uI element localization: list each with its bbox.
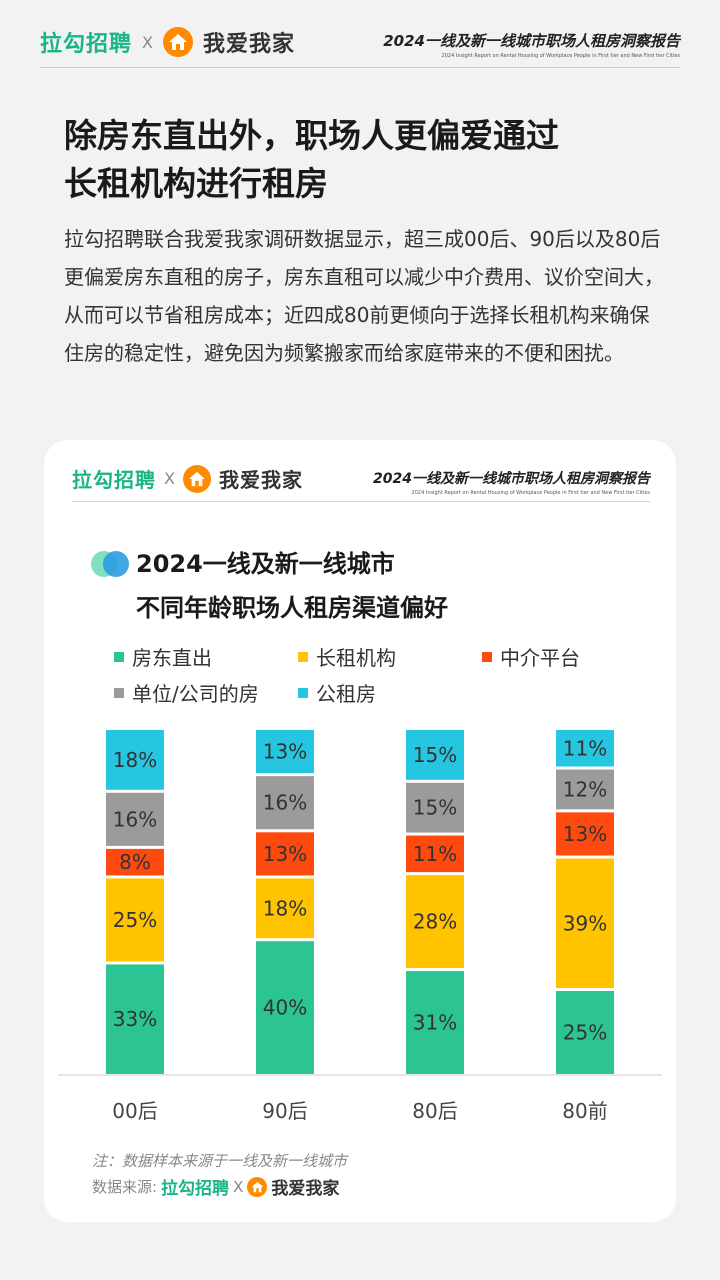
bar-value-label: 8% bbox=[119, 850, 151, 874]
bar-segment bbox=[106, 730, 164, 790]
legend-label: 中介平台 bbox=[500, 646, 580, 670]
legend-label: 公租房 bbox=[316, 682, 376, 706]
chart-note: 注：数据样本来源于一线及新一线城市 bbox=[92, 1152, 348, 1170]
chart-title-line-1: 2024一线及新一线城市 bbox=[136, 550, 395, 578]
bar-segment bbox=[556, 769, 614, 810]
chart-title-line-2: 不同年龄职场人租房渠道偏好 bbox=[136, 594, 448, 622]
brand-logos: 拉勾招聘 X 我爱我家 bbox=[40, 26, 295, 58]
card-report-subtitle: 2024 Insight Report on Rental Housing of… bbox=[411, 490, 650, 496]
bar-value-label: 11% bbox=[563, 736, 607, 760]
bar-value-label: 13% bbox=[563, 822, 607, 846]
data-source-label: 数据来源: bbox=[92, 1178, 158, 1196]
body-paragraph: 拉勾招聘联合我爱我家调研数据显示，超三成00后、90后以及80后更偏爱房东直租的… bbox=[64, 227, 664, 365]
stacked-bar-chart: 33% 25% 8% 16% 18% 00后 40% 18% 13% 16% 13% 90后 31% 28… bbox=[58, 730, 662, 1123]
x-tick-label: 80后 bbox=[412, 1099, 457, 1123]
brand-separator: X bbox=[142, 32, 153, 52]
legend-swatch bbox=[114, 651, 124, 662]
bar-value-label: 33% bbox=[113, 1007, 157, 1031]
legend-swatch bbox=[298, 687, 308, 698]
legend-item: 房东直出 bbox=[114, 642, 212, 671]
bar-value-label: 28% bbox=[413, 910, 457, 934]
bar-segment bbox=[556, 730, 614, 767]
bar-segment bbox=[256, 776, 314, 830]
bar-value-label: 12% bbox=[563, 777, 607, 801]
woaiwojia-logo: 我爱我家 bbox=[202, 32, 295, 57]
legend-item: 中介平台 bbox=[482, 642, 580, 671]
card-lagou-logo: 拉勾招聘 bbox=[72, 468, 156, 492]
house-logo-icon bbox=[247, 1176, 268, 1197]
house-logo-icon bbox=[162, 27, 193, 57]
bar-value-label: 25% bbox=[563, 1021, 607, 1045]
house-logo-icon bbox=[182, 464, 211, 493]
bar-segment bbox=[106, 848, 164, 876]
bar-segment bbox=[406, 730, 464, 780]
bar-value-label: 15% bbox=[413, 796, 457, 820]
bar-segment bbox=[106, 792, 164, 846]
bar-segment bbox=[106, 964, 164, 1074]
bar-value-label: 18% bbox=[113, 748, 157, 772]
legend-item: 单位/公司的房 bbox=[114, 678, 259, 707]
page-headline: 除房东直出外，职场人更偏爱通过 长租机构进行租房 bbox=[64, 112, 664, 208]
bar-segment bbox=[556, 858, 614, 988]
card-report-title: 2024一线及新一线城市职场人租房洞察报告 bbox=[373, 471, 650, 487]
x-tick-label: 80前 bbox=[562, 1099, 607, 1123]
bar-value-label: 15% bbox=[413, 743, 457, 767]
source-lagou-logo: 拉勾招聘 bbox=[161, 1179, 230, 1199]
card-brand-separator: X bbox=[164, 469, 175, 488]
x-tick-label: 00后 bbox=[112, 1099, 157, 1123]
headline-line-2: 长租机构进行租房 bbox=[64, 164, 328, 203]
bar-segment bbox=[406, 875, 464, 969]
legend-swatch bbox=[298, 651, 308, 662]
x-tick-label: 90后 bbox=[262, 1099, 307, 1123]
bar-segment bbox=[406, 782, 464, 833]
chart-card: 拉勾招聘 X 我爱我家 2024一线及新一线城市职场人租房洞察报告 2024 I… bbox=[44, 440, 676, 1222]
data-source: 数据来源: 拉勾招聘 X 我爱我家 bbox=[92, 1174, 339, 1199]
card-report-title-block: 2024一线及新一线城市职场人租房洞察报告 2024 Insight Repor… bbox=[373, 468, 650, 496]
bar-segment bbox=[556, 812, 614, 856]
bar-segment bbox=[106, 878, 164, 962]
bar-segment bbox=[256, 941, 314, 1074]
bar-value-label: 31% bbox=[413, 1011, 457, 1035]
chart-title: 2024一线及新一线城市 不同年龄职场人租房渠道偏好 bbox=[136, 542, 448, 630]
legend-label: 房东直出 bbox=[132, 646, 212, 670]
legend-label: 长租机构 bbox=[316, 646, 396, 670]
legend-item: 公租房 bbox=[298, 678, 376, 707]
card-brand-logos: 拉勾招聘 X 我爱我家 bbox=[72, 464, 303, 493]
card-header: 拉勾招聘 X 我爱我家 2024一线及新一线城市职场人租房洞察报告 2024 I… bbox=[72, 462, 650, 502]
bar-value-label: 16% bbox=[113, 807, 157, 831]
legend-label: 单位/公司的房 bbox=[132, 682, 259, 706]
card-woaiwojia-logo: 我爱我家 bbox=[218, 468, 303, 492]
bar-value-label: 40% bbox=[263, 996, 307, 1020]
bar-value-label: 39% bbox=[563, 911, 607, 935]
legend-swatch bbox=[114, 687, 124, 698]
chart-title-icon bbox=[91, 551, 129, 577]
bar-value-label: 13% bbox=[263, 842, 307, 866]
bar-segment bbox=[256, 832, 314, 876]
source-separator: X bbox=[233, 1177, 244, 1196]
bar-value-label: 11% bbox=[413, 842, 457, 866]
source-woaiwojia-logo: 我爱我家 bbox=[271, 1179, 340, 1199]
page-header: 拉勾招聘 X 我爱我家 2024一线及新一线城市职场人租房洞察报告 2024 I… bbox=[40, 22, 680, 68]
lagou-logo: 拉勾招聘 bbox=[40, 32, 133, 57]
bar-segment bbox=[256, 878, 314, 939]
legend-swatch bbox=[482, 651, 492, 662]
headline-line-1: 除房东直出外，职场人更偏爱通过 bbox=[64, 116, 559, 155]
bar-segment bbox=[556, 991, 614, 1074]
bar-segment bbox=[406, 835, 464, 873]
report-title-block: 2024一线及新一线城市职场人租房洞察报告 2024 Insight Repor… bbox=[383, 30, 680, 59]
report-title: 2024一线及新一线城市职场人租房洞察报告 bbox=[383, 32, 680, 50]
legend-item: 长租机构 bbox=[298, 642, 396, 671]
bar-segment bbox=[256, 730, 314, 774]
bar-value-label: 25% bbox=[113, 908, 157, 932]
bar-value-label: 16% bbox=[263, 791, 307, 815]
bar-value-label: 13% bbox=[263, 740, 307, 764]
report-subtitle: 2024 Insight Report on Rental Housing of… bbox=[441, 53, 680, 59]
bar-segment bbox=[406, 971, 464, 1074]
bar-value-label: 18% bbox=[263, 896, 307, 920]
